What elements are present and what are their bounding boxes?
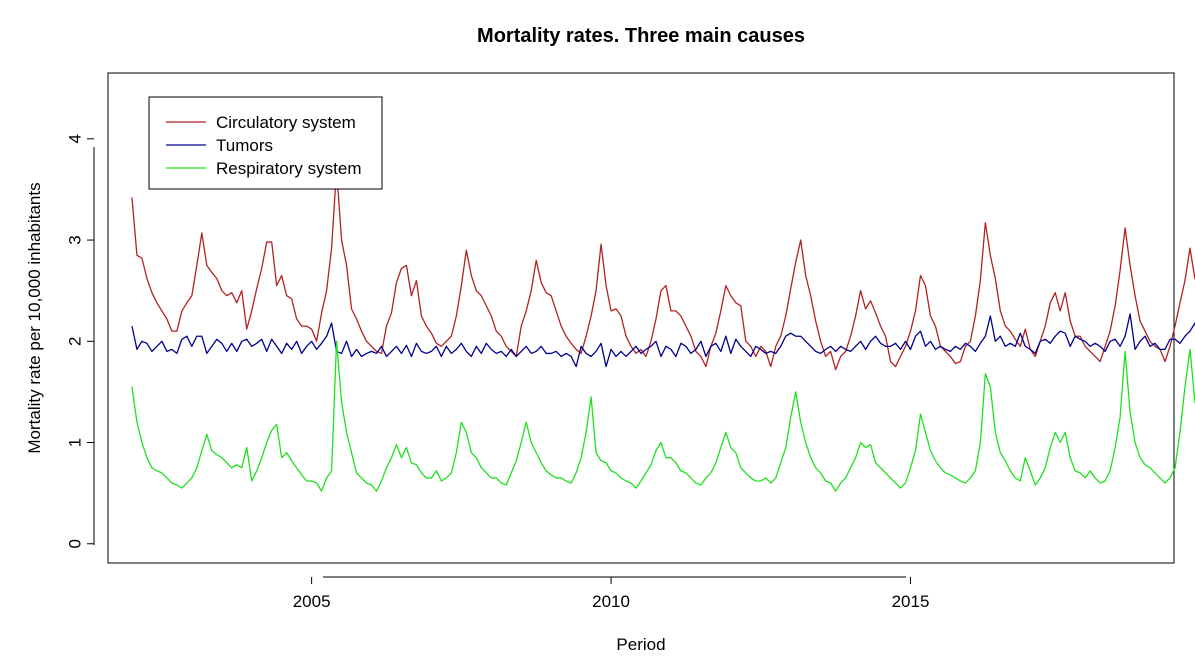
y-tick-label: 4 (65, 134, 84, 143)
series-line-circulatory-system (131, 168, 1195, 371)
y-axis: 0 1 2 3 4 (65, 134, 95, 548)
legend-label-circulatory-system: Circulatory system (216, 113, 356, 132)
legend-label-tumors: Tumors (216, 136, 273, 155)
legend: Circulatory system Tumors Respiratory syst… (148, 96, 383, 190)
x-tick-label: 2010 (592, 592, 630, 611)
x-axis-title: Period (616, 635, 665, 654)
y-tick-label: 3 (65, 235, 84, 244)
legend-label-respiratory-system: Respiratory system (216, 159, 361, 178)
series-layer (131, 168, 1195, 492)
y-tick-label: 0 (65, 539, 84, 548)
y-axis-title: Mortality rate per 10,000 inhabitants (25, 182, 44, 453)
series-line-tumors (131, 313, 1195, 368)
x-tick-label: 2005 (293, 592, 331, 611)
y-tick-label: 2 (65, 337, 84, 346)
x-tick-label: 2015 (892, 592, 930, 611)
chart-title: Mortality rates. Three main causes (477, 25, 805, 47)
series-line-respiratory-system (131, 340, 1195, 492)
y-tick-label: 1 (65, 438, 84, 447)
x-axis: 2005 2010 2015 (293, 576, 930, 611)
legend-box (148, 96, 383, 190)
plot-frame (107, 72, 1175, 564)
